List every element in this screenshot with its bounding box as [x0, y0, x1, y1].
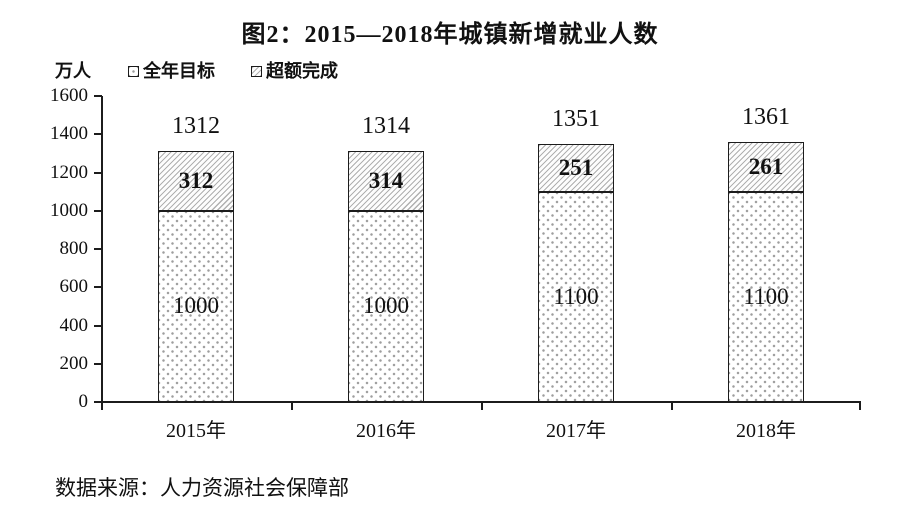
- category-label: 2016年: [356, 420, 416, 442]
- y-axis-tick: [94, 209, 102, 212]
- legend-marker-hatch-icon: [251, 65, 262, 77]
- x-axis-tick: [671, 403, 673, 410]
- category-label: 2015年: [166, 420, 226, 442]
- y-axis-tick: [94, 324, 102, 327]
- y-axis-tick: [94, 401, 102, 403]
- bar-segment-excess: [538, 143, 614, 192]
- y-tick-label: 1200: [50, 161, 88, 183]
- bar-segment-excess: [728, 141, 804, 192]
- y-axis-tick: [94, 248, 102, 250]
- bar-segment-excess: [158, 151, 234, 211]
- chart-title: 图2：2015—2018年城镇新增就业人数: [241, 22, 659, 48]
- y-axis-tick: [94, 362, 102, 365]
- legend-label: 全年目标: [143, 61, 215, 81]
- category-label: 2017年: [546, 420, 606, 442]
- bar-segment-target: [348, 210, 424, 402]
- y-tick-label: 0: [78, 391, 89, 412]
- y-tick-label: 1600: [50, 85, 88, 106]
- legend-label: 超额完成: [266, 61, 338, 81]
- bar-total-label: 1314: [362, 112, 410, 139]
- legend-marker-dots-icon: [128, 65, 139, 77]
- x-axis-line: [101, 401, 861, 403]
- y-axis-unit-label: 万人: [55, 61, 91, 81]
- y-axis-tick: [94, 95, 102, 97]
- y-tick-label: 1400: [50, 123, 88, 145]
- bar-segment-target: [158, 210, 234, 402]
- y-tick-label: 800: [59, 238, 89, 259]
- x-axis-tick: [859, 403, 861, 410]
- y-axis-tick: [94, 286, 102, 289]
- y-axis-tick: [94, 133, 102, 136]
- legend-item-hatch: 超额完成: [251, 62, 338, 80]
- category-label: 2018年: [736, 420, 796, 442]
- bar-segment-excess: [348, 150, 424, 211]
- segment-value-label: 1000: [363, 293, 409, 319]
- bar-segment-target: [538, 191, 614, 402]
- source-note: 数据来源：人力资源社会保障部: [55, 477, 349, 500]
- bar-total-label: 1312: [172, 113, 220, 140]
- y-axis-tick: [94, 171, 102, 174]
- y-tick-label: 600: [59, 276, 89, 298]
- bar-total-label: 1361: [742, 103, 790, 130]
- y-tick-label: 1000: [50, 199, 88, 221]
- y-tick-label: 400: [59, 314, 89, 336]
- legend: 全年目标 超额完成: [128, 62, 338, 80]
- x-axis-tick: [481, 403, 483, 410]
- segment-value-label: 261: [748, 153, 784, 179]
- legend-item-dots: 全年目标: [128, 62, 215, 80]
- segment-value-label: 1100: [553, 283, 599, 309]
- bar-total-label: 1351: [552, 105, 600, 132]
- segment-value-label: 314: [368, 167, 404, 193]
- x-axis-tick: [291, 403, 293, 410]
- segment-value-label: 251: [558, 154, 594, 180]
- y-axis-line: [101, 96, 103, 404]
- segment-value-label: 312: [178, 167, 214, 193]
- segment-value-label: 1100: [743, 283, 789, 309]
- bar-segment-target: [728, 191, 804, 402]
- y-tick-label: 200: [59, 352, 89, 374]
- x-axis-tick: [101, 403, 103, 410]
- segment-value-label: 1000: [173, 293, 219, 319]
